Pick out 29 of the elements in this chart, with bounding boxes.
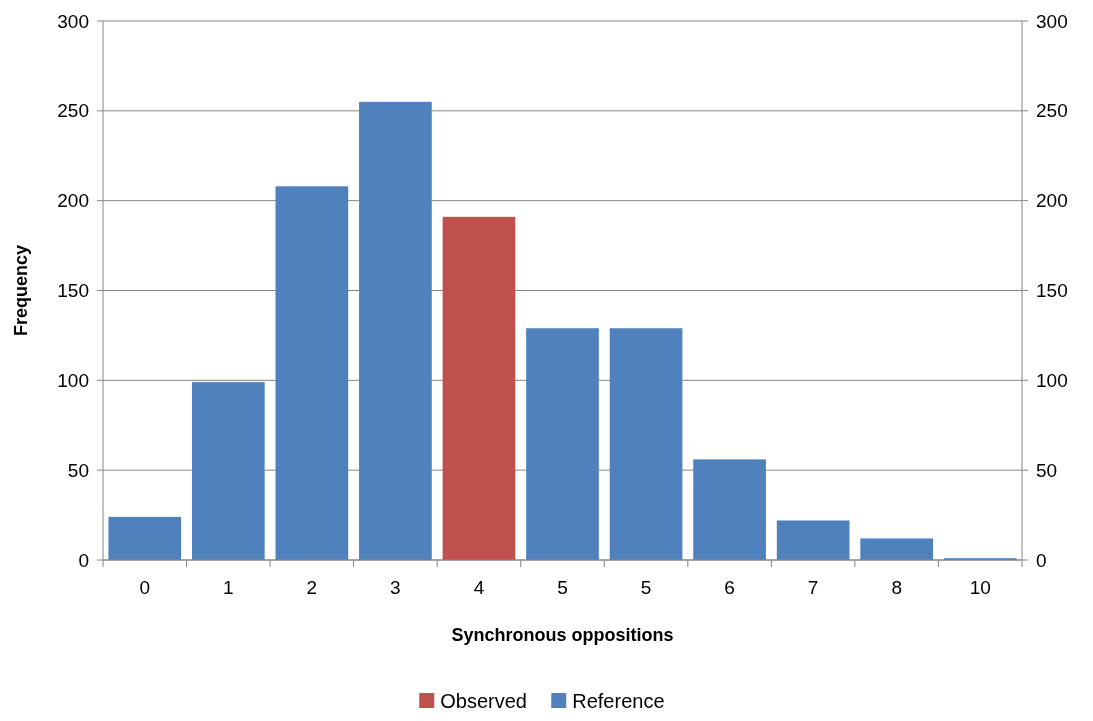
x-tick-label: 7 [807,577,819,598]
y2-tick-label: 50 [1036,459,1058,481]
y-tick-label: 300 [57,10,89,32]
x-tick-label: 5 [557,577,568,598]
x-tick-label: 8 [891,577,902,598]
x-tick-label: 3 [390,577,401,598]
y-tick-label: 0 [78,549,89,571]
x-tick-label: 0 [139,577,151,598]
y-tick-label: 50 [67,459,89,481]
y2-tick-label: 200 [1036,190,1068,212]
legend-label: Observed [440,690,527,712]
y2-tick-label: 300 [1036,10,1068,32]
x-tick-label: 4 [473,577,485,598]
x-tick-label: 10 [969,577,991,598]
x-tick-label: 1 [223,577,234,598]
legend-label: Reference [572,690,665,712]
y-tick-label: 100 [57,369,89,391]
y2-tick-label: 250 [1036,100,1068,122]
y-tick-label: 200 [57,190,89,212]
x-tick-label: 6 [724,577,735,598]
y2-tick-label: 100 [1036,369,1068,391]
x-tick-label: 2 [306,577,318,598]
y-tick-label: 150 [57,280,89,302]
y-tick-label: 250 [57,100,89,122]
x-tick-label: 5 [640,577,652,598]
y2-tick-label: 150 [1036,280,1068,302]
x-axis-title: Synchronous oppositions [451,625,674,645]
y-axis-title: Frequency [11,244,31,337]
y2-tick-label: 0 [1036,549,1047,571]
